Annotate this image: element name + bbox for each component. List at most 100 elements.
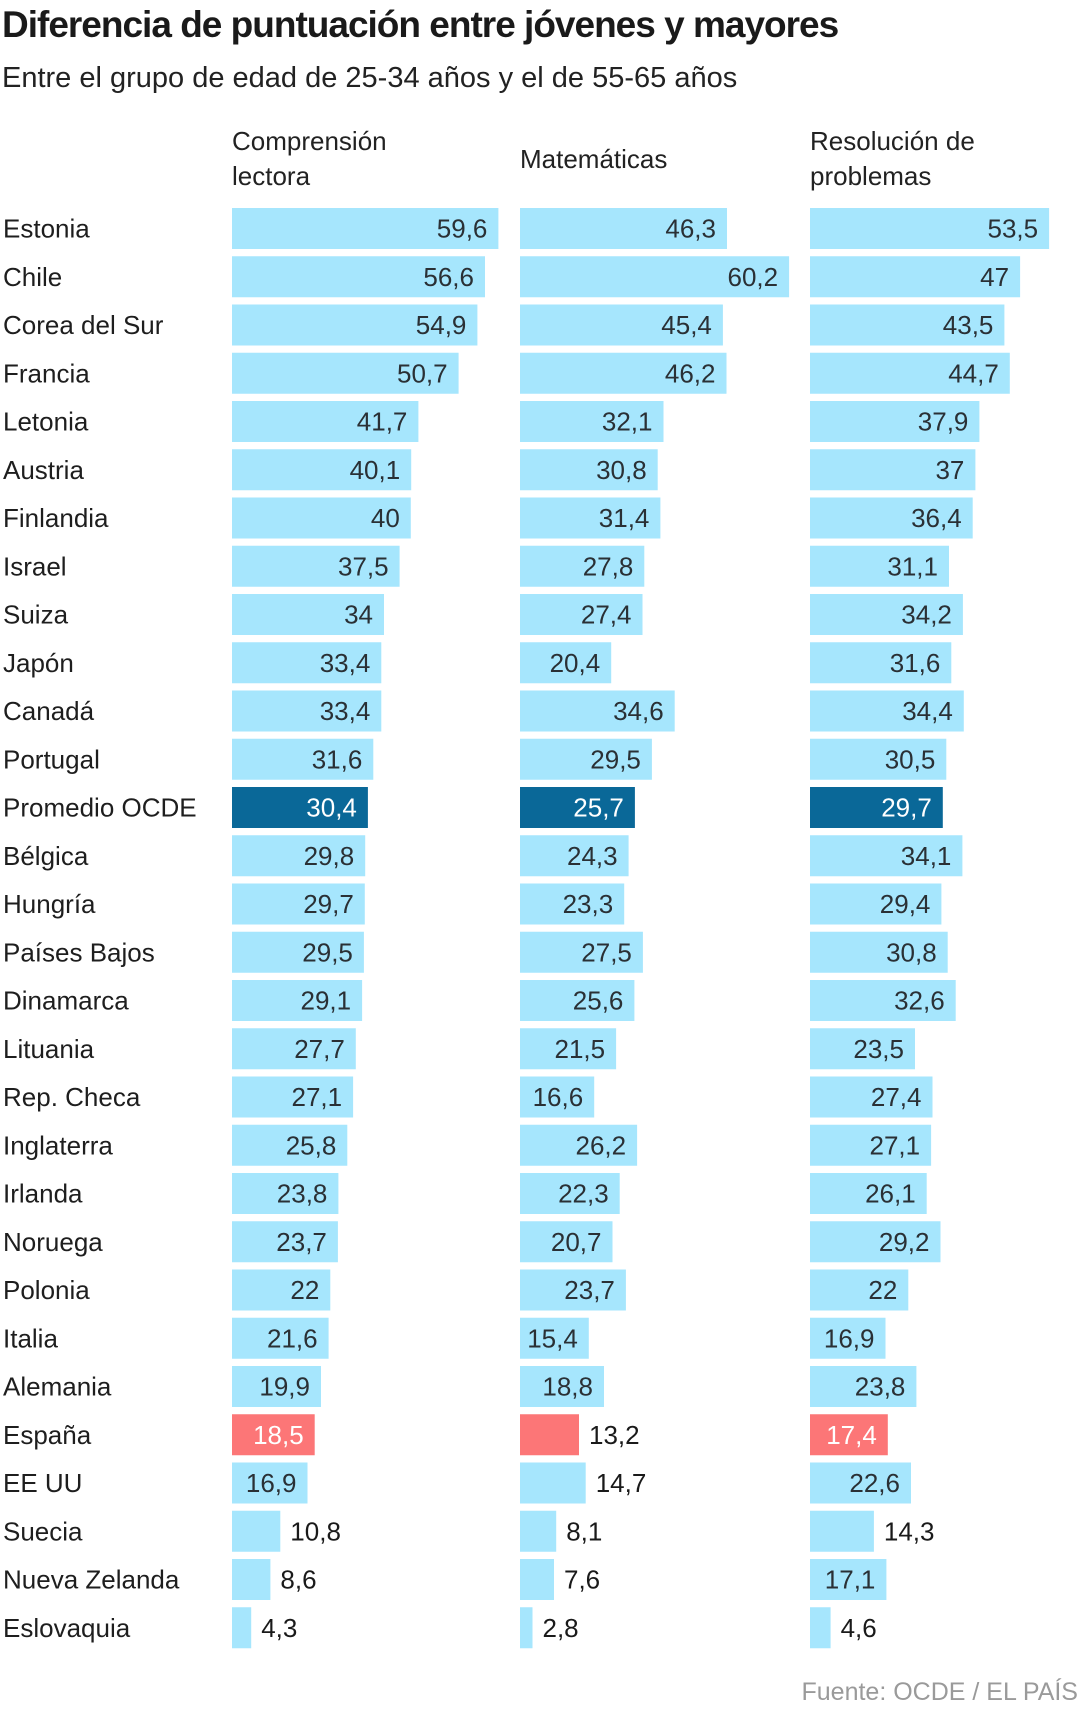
data-label: 23,7: [276, 1227, 327, 1257]
data-label: 41,7: [357, 407, 408, 437]
table-row: Irlanda 23,8 22,3 26,1: [3, 1173, 927, 1214]
bar: [520, 449, 658, 491]
data-label: 27,1: [869, 1130, 920, 1160]
bar: [810, 787, 943, 828]
bar: [232, 1607, 252, 1649]
table-row: Dinamarca 29,1 25,6 32,6: [3, 980, 956, 1021]
data-label: 29,2: [879, 1227, 930, 1257]
country-label: Alemania: [3, 1372, 112, 1402]
data-label: 22,3: [558, 1179, 609, 1209]
data-label: 29,8: [304, 841, 355, 871]
bar: [232, 1221, 338, 1263]
bar: [520, 1559, 554, 1600]
table-row: Canadá 33,4 34,6 34,4: [3, 690, 964, 732]
table-row: Suiza 34 27,4 34,2: [3, 594, 963, 635]
data-label: 17,4: [826, 1420, 877, 1450]
data-label: 25,8: [286, 1130, 337, 1160]
bar: [810, 1462, 911, 1504]
data-label: 34,4: [902, 696, 953, 726]
data-label: 20,4: [550, 648, 601, 678]
data-label: 25,6: [573, 986, 624, 1016]
bar: [520, 304, 723, 346]
bar: [232, 1414, 315, 1456]
data-label: 44,7: [948, 358, 999, 388]
bar: [232, 980, 363, 1021]
bar: [232, 787, 368, 828]
data-label: 8,6: [280, 1565, 316, 1595]
bar: [810, 1076, 933, 1118]
bar: [810, 690, 964, 732]
bar: [232, 594, 384, 635]
bar: [520, 256, 790, 298]
table-row: Lituania 27,7 21,5 23,5: [3, 1028, 915, 1070]
table-row: España 18,5 13,2 17,4: [3, 1414, 888, 1456]
column-header-line: Matemáticas: [520, 144, 668, 174]
bar: [810, 1173, 927, 1214]
bar: [520, 883, 625, 925]
bar: [232, 835, 366, 877]
bar: [810, 449, 976, 491]
table-row: Eslovaquia 4,3 2,8 4,6: [3, 1607, 877, 1649]
data-label: 8,1: [566, 1516, 602, 1546]
table-row: Corea del Sur 54,9 45,4 43,5: [3, 304, 1005, 346]
data-label: 23,5: [853, 1034, 904, 1064]
data-label: 29,1: [300, 986, 351, 1016]
data-label: 43,5: [943, 310, 994, 340]
bar: [520, 545, 645, 587]
bar: [810, 980, 956, 1021]
country-label: Países Bajos: [3, 937, 155, 967]
table-row: Austria 40,1 30,8 37: [3, 449, 976, 491]
data-label: 46,3: [665, 214, 716, 244]
bar: [520, 931, 643, 973]
data-label: 34,6: [613, 696, 664, 726]
bar: [232, 352, 459, 394]
bar: [232, 738, 374, 780]
bar: [232, 690, 382, 732]
data-label: 23,7: [564, 1275, 615, 1305]
data-label: 4,3: [261, 1613, 297, 1643]
table-row: Francia 50,7 46,2 44,7: [3, 352, 1010, 394]
country-label: Japón: [3, 648, 74, 678]
data-label: 40: [371, 503, 400, 533]
bar: [232, 1462, 308, 1504]
table-row: Japón 33,4 20,4 31,6: [3, 642, 952, 684]
data-label: 16,9: [824, 1323, 875, 1353]
data-label: 30,8: [886, 937, 937, 967]
bar: [232, 545, 400, 587]
data-label: 29,4: [880, 889, 931, 919]
data-label: 15,4: [527, 1323, 578, 1353]
country-label: Francia: [3, 358, 90, 388]
chart-subtitle: Entre el grupo de edad de 25-34 años y e…: [2, 62, 738, 94]
source-note: Fuente: OCDE / EL PAÍS: [801, 1678, 1078, 1706]
data-label: 34: [344, 600, 373, 630]
country-label: Hungría: [3, 889, 96, 919]
bar: [520, 1510, 557, 1552]
bar: [810, 497, 973, 539]
bar: [810, 304, 1005, 346]
bar: [810, 256, 1021, 298]
data-label: 23,8: [855, 1372, 906, 1402]
data-label: 54,9: [416, 310, 467, 340]
country-label: Noruega: [3, 1227, 103, 1257]
data-label: 56,6: [423, 262, 474, 292]
data-label: 45,4: [661, 310, 712, 340]
data-label: 37,5: [338, 551, 389, 581]
country-label: Rep. Checa: [3, 1082, 141, 1112]
data-label: 7,6: [564, 1565, 600, 1595]
country-label: Letonia: [3, 407, 89, 437]
bar: [232, 931, 364, 973]
data-label: 31,1: [887, 551, 938, 581]
data-label: 27,7: [294, 1034, 345, 1064]
table-row: Promedio OCDE 30,4 25,7 29,7: [3, 787, 943, 828]
table-row: Letonia 41,7 32,1 37,9: [3, 401, 980, 442]
bar: [810, 883, 942, 925]
table-row: Israel 37,5 27,8 31,1: [3, 545, 949, 587]
data-label: 60,2: [727, 262, 778, 292]
bar: [520, 352, 727, 394]
data-label: 47: [980, 262, 1009, 292]
bar: [232, 642, 382, 684]
data-label: 13,2: [589, 1420, 640, 1450]
table-row: Estonia 59,6 46,3 53,5: [3, 208, 1050, 249]
bar: [810, 352, 1010, 394]
